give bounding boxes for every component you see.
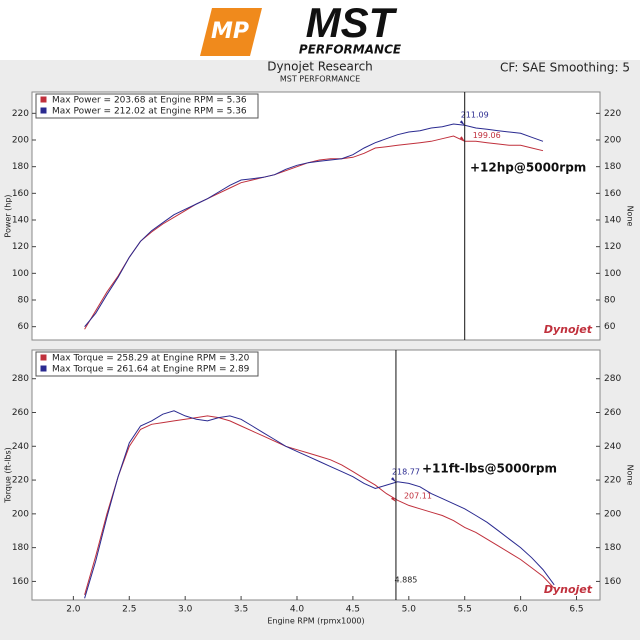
title: Dynojet Research — [267, 60, 373, 74]
y2-tick-label: 240 — [604, 442, 621, 452]
y-tick-label: 220 — [12, 476, 29, 486]
cursor-marker — [459, 120, 465, 126]
x-tick-label: 4.0 — [290, 605, 305, 615]
logo-badge-shape — [200, 8, 262, 56]
cursor-value: 199.06 — [473, 131, 501, 140]
x-tick-label: 6.0 — [513, 605, 528, 615]
x-tick-label: 6.5 — [569, 605, 583, 615]
y-tick-label: 160 — [12, 189, 29, 199]
y2-tick-label: 260 — [604, 408, 621, 418]
cf-label: CF: SAE Smoothing: 5 — [500, 61, 630, 75]
y2-axis-label: None — [626, 206, 635, 227]
y-tick-label: 60 — [18, 322, 30, 332]
x-tick-label: 3.5 — [234, 605, 248, 615]
plot-area — [31, 349, 601, 601]
cursor-value: 207.11 — [404, 491, 432, 500]
cursor-value: 211.09 — [461, 111, 489, 120]
legend-swatch — [39, 106, 48, 115]
y2-tick-label: 160 — [604, 577, 621, 587]
y-tick-label: 140 — [12, 216, 29, 226]
series-line — [84, 410, 555, 599]
y-tick-label: 100 — [12, 269, 29, 279]
y-tick-label: 80 — [18, 296, 30, 306]
series-line — [84, 123, 544, 328]
y2-tick-label: 200 — [604, 136, 621, 146]
y-axis-label: Torque (ft-lbs) — [4, 447, 13, 504]
legend-box — [35, 93, 259, 119]
y-tick-label: 200 — [12, 509, 29, 519]
y-tick-label: 180 — [12, 162, 29, 172]
y-tick-label: 260 — [12, 408, 29, 418]
y2-tick-label: 200 — [604, 509, 621, 519]
x-axis-label: Engine RPM (rpmx1000) — [267, 617, 364, 626]
y2-tick-label: 120 — [604, 242, 621, 252]
legend-entry: Max Power = 203.68 at Engine RPM = 5.36 — [52, 96, 247, 106]
legend-swatch — [39, 364, 48, 373]
legend-box — [35, 351, 259, 377]
y-tick-label: 280 — [12, 374, 29, 384]
logo-badge: MP — [211, 19, 249, 44]
legend-entry: Max Torque = 258.29 at Engine RPM = 3.20 — [52, 354, 250, 364]
watermark: Dynojet — [544, 583, 593, 596]
y-tick-label: 240 — [12, 442, 29, 452]
logo: MST — [306, 0, 398, 46]
y2-tick-label: 220 — [604, 476, 621, 486]
cursor-marker — [390, 477, 396, 483]
y-tick-label: 220 — [12, 109, 29, 119]
annotation: +11ft-lbs@5000rpm — [422, 462, 557, 476]
x-tick-label: 2.0 — [66, 605, 81, 615]
annotation: +12hp@5000rpm — [470, 161, 586, 175]
series-line — [84, 135, 544, 330]
y-axis-label: Power (hp) — [4, 194, 13, 237]
y2-tick-label: 140 — [604, 216, 621, 226]
x-tick-label: 5.0 — [402, 605, 417, 615]
y2-tick-label: 180 — [604, 543, 621, 553]
y-tick-label: 200 — [12, 136, 29, 146]
watermark: Dynojet — [544, 323, 593, 336]
x-tick-label: 4.5 — [346, 605, 360, 615]
x-tick-label: 2.5 — [122, 605, 136, 615]
plot-area — [31, 91, 601, 341]
y2-tick-label: 80 — [604, 296, 616, 306]
subtitle: MST PERFORMANCE — [280, 75, 360, 84]
legend-entry: Max Power = 212.02 at Engine RPM = 5.36 — [52, 107, 247, 117]
y-tick-label: 180 — [12, 543, 29, 553]
y2-tick-label: 100 — [604, 269, 621, 279]
y2-tick-label: 60 — [604, 322, 616, 332]
header-band — [0, 0, 640, 60]
legend-swatch — [39, 353, 48, 362]
legend-swatch — [39, 95, 48, 104]
y-tick-label: 120 — [12, 242, 29, 252]
x-tick-label: 5.5 — [458, 605, 472, 615]
cursor-marker — [459, 136, 465, 142]
cursor-x-value: 4.885 — [394, 576, 417, 585]
y2-tick-label: 160 — [604, 189, 621, 199]
cursor-value: 218.77 — [392, 468, 420, 477]
y-tick-label: 160 — [12, 577, 29, 587]
x-tick-label: 3.0 — [178, 605, 193, 615]
series-line — [84, 415, 555, 596]
logo-sub: PERFORMANCE — [299, 43, 402, 57]
legend-entry: Max Torque = 261.64 at Engine RPM = 2.89 — [52, 365, 250, 375]
y2-tick-label: 180 — [604, 162, 621, 172]
y2-tick-label: 280 — [604, 374, 621, 384]
y2-tick-label: 220 — [604, 109, 621, 119]
y2-axis-label: None — [626, 465, 635, 486]
cursor-marker — [390, 496, 396, 502]
